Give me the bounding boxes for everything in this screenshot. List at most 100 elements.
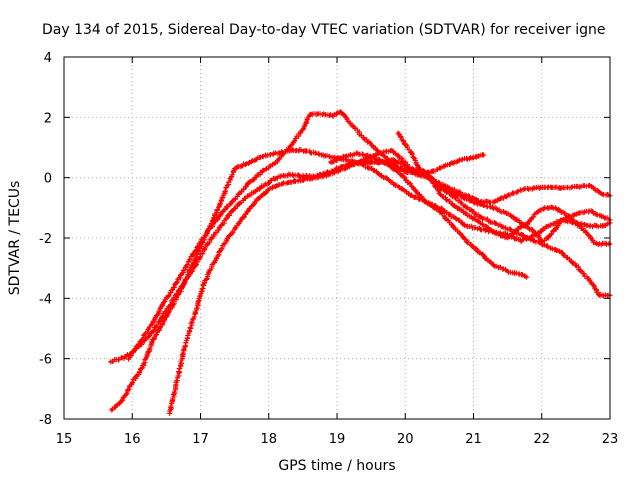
data-point: [465, 239, 468, 243]
data-point: [168, 411, 171, 415]
data-point: [175, 381, 178, 384]
data-point: [165, 315, 168, 318]
data-point: [363, 158, 366, 161]
data-point: [165, 297, 168, 300]
data-point: [554, 206, 557, 209]
data-point: [192, 260, 195, 264]
data-point: [451, 203, 455, 206]
data-point: [363, 161, 366, 164]
y-tick-label: -6: [39, 353, 52, 368]
y-tick-labels: -8 -6 -4 -2 0 2 4: [39, 51, 52, 428]
data-point: [506, 194, 509, 197]
data-point: [288, 146, 291, 149]
data-point: [602, 215, 605, 219]
x-tick-label: 17: [192, 432, 209, 447]
data-point: [260, 155, 264, 158]
data-point: [431, 170, 434, 173]
x-tick-label: 19: [329, 432, 346, 447]
data-point: [332, 114, 335, 118]
data-point: [479, 215, 482, 219]
data-point: [588, 209, 591, 212]
data-point: [301, 175, 305, 178]
data-point: [574, 221, 578, 225]
data-point: [342, 155, 345, 158]
data-series: [108, 109, 613, 416]
data-point: [240, 218, 243, 222]
data-point: [445, 164, 448, 167]
data-point: [308, 113, 311, 116]
data-point: [329, 155, 332, 158]
data-point: [526, 221, 530, 225]
series-track-1: [108, 158, 530, 365]
series-track-5: [395, 130, 613, 248]
data-point: [127, 357, 130, 360]
data-point: [595, 242, 598, 246]
data-point: [315, 152, 318, 155]
data-point: [397, 170, 400, 173]
data-point: [525, 276, 528, 279]
series-markers: [108, 158, 530, 365]
y-tick-label: 2: [44, 111, 52, 126]
data-point: [492, 230, 496, 234]
x-tick-label: 20: [397, 432, 414, 447]
series-track-3: [167, 147, 613, 416]
data-point: [492, 206, 496, 209]
data-point: [206, 230, 209, 234]
data-point: [520, 233, 523, 237]
data-point: [520, 221, 523, 225]
data-point: [533, 212, 537, 216]
data-point: [520, 188, 523, 191]
data-point: [451, 188, 455, 191]
data-point: [294, 179, 298, 182]
data-point: [390, 149, 393, 152]
data-point: [335, 170, 339, 173]
data-point: [581, 227, 584, 231]
y-tick-label: 0: [44, 172, 52, 187]
data-point: [451, 215, 455, 219]
data-point: [301, 128, 305, 131]
x-tick-label: 22: [533, 432, 550, 447]
data-point: [479, 251, 482, 255]
data-point: [598, 191, 601, 194]
data-point: [192, 251, 195, 255]
data-point: [424, 170, 427, 173]
x-tick-labels: 15 16 17 18 19 20 21 22 23: [56, 432, 619, 447]
data-point: [417, 173, 421, 176]
series-track-4: [126, 109, 613, 362]
data-point: [588, 279, 591, 282]
data-point: [253, 200, 257, 203]
y-axis-label: SDTVAR / TECUs: [7, 181, 23, 296]
data-point: [397, 131, 400, 134]
data-point: [131, 381, 134, 384]
data-point: [260, 185, 264, 188]
y-tick-label: 4: [44, 51, 52, 66]
data-point: [376, 149, 380, 152]
data-point: [288, 173, 291, 176]
data-point: [349, 161, 352, 164]
data-point: [438, 206, 441, 209]
data-point: [151, 339, 154, 342]
data-point: [233, 167, 236, 170]
data-point: [533, 230, 537, 234]
data-point: [397, 185, 400, 188]
data-point: [301, 149, 305, 152]
data-point: [492, 200, 496, 203]
data-point: [410, 152, 414, 155]
chart-title: Day 134 of 2015, Sidereal Day-to-day VTE…: [42, 22, 605, 38]
data-point: [151, 330, 154, 333]
data-point: [520, 273, 523, 276]
data-point: [451, 191, 455, 194]
data-point: [212, 260, 216, 264]
data-point: [182, 351, 185, 354]
data-point: [479, 227, 482, 231]
data-point: [451, 224, 455, 228]
data-point: [281, 182, 284, 185]
data-point: [472, 156, 475, 160]
data-point: [178, 276, 182, 279]
data-point: [561, 218, 564, 222]
data-point: [390, 158, 393, 161]
data-point: [544, 206, 547, 209]
data-point: [110, 408, 114, 412]
data-point: [267, 188, 270, 191]
data-point: [369, 167, 373, 170]
